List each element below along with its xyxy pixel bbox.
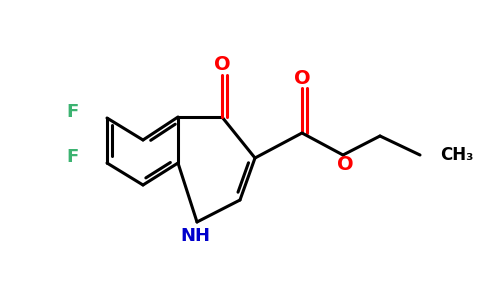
Text: F: F bbox=[66, 103, 78, 121]
Text: CH₃: CH₃ bbox=[440, 146, 473, 164]
Text: O: O bbox=[337, 155, 353, 175]
Text: NH: NH bbox=[180, 227, 210, 245]
Text: F: F bbox=[66, 148, 78, 166]
Text: O: O bbox=[294, 68, 310, 88]
Text: O: O bbox=[214, 56, 230, 74]
